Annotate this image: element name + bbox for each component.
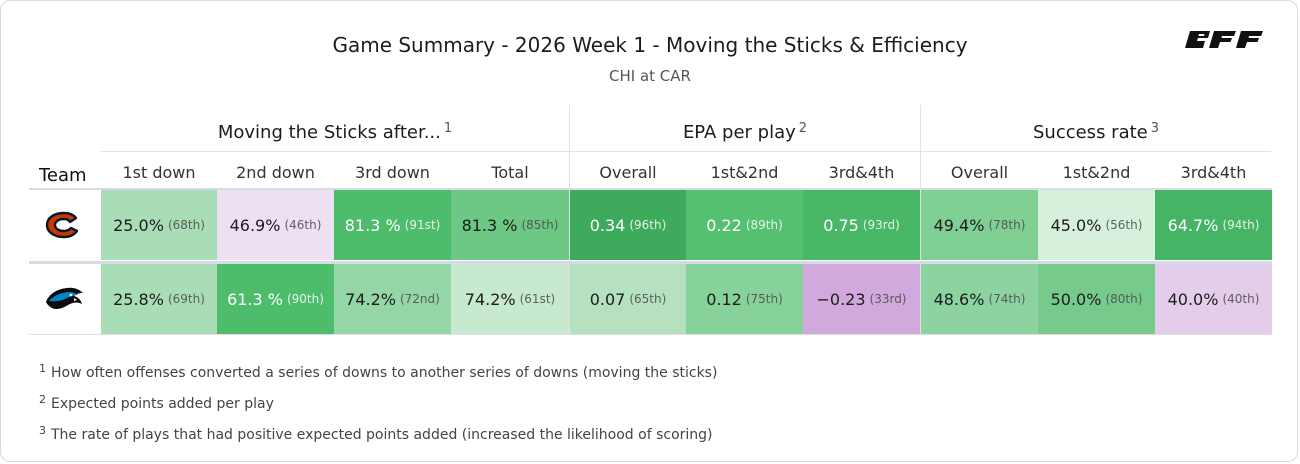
stat-cell: −0.23 (33rd): [803, 264, 920, 334]
stat-cell: 0.75 (93rd): [803, 190, 920, 260]
stat-cell: 74.2% (72nd): [334, 264, 451, 334]
footnote-2: 2 Expected points added per play: [39, 393, 274, 412]
stat-cell: 64.7% (94th): [1155, 190, 1272, 260]
column-header: 3rd&4th: [1180, 163, 1247, 182]
column-header: Overall: [599, 163, 657, 182]
column-header: Total: [491, 163, 529, 182]
column-header: 3rd&4th: [828, 163, 895, 182]
stat-cell: 81.3 % (91st): [334, 190, 451, 260]
column-header: 2nd down: [236, 163, 315, 182]
stat-cell: 40.0% (40th): [1155, 264, 1272, 334]
group-label: EPA per play: [682, 122, 796, 143]
table-row: 25.0% (68th) 46.9% (46th) 81.3 % (91st) 81.…: [29, 190, 1272, 260]
stat-cell: 25.0% (68th): [101, 190, 217, 260]
stat-cell: 81.3 % (85th): [451, 190, 569, 260]
stat-cell: 0.12 (75th): [686, 264, 803, 334]
stat-cell: 0.34 (96th): [570, 190, 686, 260]
group-divider: [920, 105, 921, 335]
column-header-team: Team: [39, 165, 87, 186]
header-rule: [29, 188, 1272, 190]
stat-cell: 74.2% (61st): [451, 264, 569, 334]
stat-cell: 61.3 % (90th): [217, 264, 334, 334]
pff-logo-icon: [1185, 31, 1263, 48]
stat-cell: 50.0% (80th): [1038, 264, 1155, 334]
page-subtitle: CHI at CAR: [609, 67, 691, 85]
row-separator: [29, 261, 1272, 264]
stat-cell: 45.0% (56th): [1038, 190, 1155, 260]
group-underline: [101, 151, 1271, 152]
table-row: 25.8% (69th) 61.3 % (90th) 74.2% (72nd) 74.…: [29, 264, 1272, 334]
page-title: Game Summary - 2026 Week 1 - Moving the …: [332, 33, 968, 57]
panthers-logo-icon: [45, 287, 83, 309]
footnote-ref: 2: [798, 121, 808, 136]
table-bottom-rule: [29, 334, 1272, 335]
footnote-1: 1 How often offenses converted a series o…: [39, 362, 718, 381]
column-header: 1st&2nd: [1062, 163, 1131, 182]
team-logo-cell: [29, 264, 100, 334]
group-header-success-rate: Success rate 3: [921, 121, 1271, 143]
stat-cell: 48.6% (74th): [921, 264, 1038, 334]
group-divider: [569, 105, 570, 335]
footnote-3: 3 The rate of plays that had positive exp…: [39, 424, 713, 443]
column-header: 3rd down: [355, 163, 430, 182]
group-label: Success rate: [1032, 122, 1148, 143]
stat-cell: 25.8% (69th): [101, 264, 217, 334]
stat-cell: 49.4% (78th): [921, 190, 1038, 260]
column-header: Overall: [950, 163, 1009, 182]
column-header: 1st down: [122, 163, 196, 182]
column-header: 1st&2nd: [710, 163, 779, 182]
stat-cell: 0.07 (65th): [570, 264, 686, 334]
group-label: Moving the Sticks after...: [217, 122, 441, 143]
stat-cell: 46.9% (46th): [217, 190, 334, 260]
footnote-ref: 3: [1150, 121, 1160, 136]
stat-cell: 0.22 (89th): [686, 190, 803, 260]
footnote-ref: 1: [443, 121, 453, 136]
group-header-epa: EPA per play 2: [570, 121, 920, 143]
bears-c-logo-icon: [45, 211, 78, 239]
team-logo-cell: [29, 190, 100, 260]
group-header-moving-sticks: Moving the Sticks after... 1: [101, 121, 569, 143]
